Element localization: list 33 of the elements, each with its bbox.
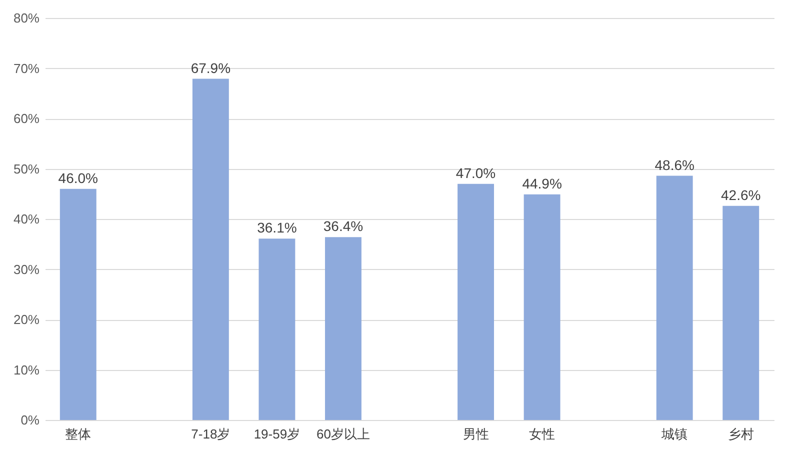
- data-label: 47.0%: [456, 164, 496, 181]
- y-tick-label: 60%: [13, 111, 40, 126]
- x-tick-label: 7-18岁: [191, 426, 230, 442]
- y-tick-label: 0%: [20, 412, 40, 428]
- bar: [722, 206, 760, 420]
- bar: [258, 238, 296, 420]
- x-tick-label: 城镇: [660, 426, 688, 442]
- bar: [60, 188, 96, 420]
- x-tick-label: 乡村: [728, 426, 754, 442]
- data-label: 48.6%: [654, 156, 694, 173]
- y-tick-label: 80%: [13, 10, 40, 26]
- bar: [656, 176, 693, 420]
- y-tick-label: 30%: [13, 262, 40, 277]
- y-tick-label: 70%: [13, 60, 40, 76]
- x-tick-label: 男性: [462, 426, 489, 442]
- bar: [192, 78, 229, 420]
- x-tick-label: 19-59岁: [254, 426, 300, 442]
- y-tick-label: 40%: [13, 212, 40, 226]
- y-tick-label: 20%: [13, 312, 40, 327]
- data-label: 44.9%: [522, 175, 562, 192]
- data-label: 46.0%: [58, 170, 98, 186]
- data-label: 36.1%: [257, 220, 297, 236]
- y-tick-label: 50%: [13, 161, 40, 176]
- x-tick-label: 整体: [65, 426, 92, 442]
- bar: [458, 184, 494, 420]
- x-tick-label: 女性: [529, 426, 556, 442]
- data-label: 67.9%: [190, 60, 231, 76]
- bar: [325, 237, 362, 420]
- x-tick-label: 60岁以上: [316, 426, 370, 442]
- bar: [524, 194, 560, 420]
- data-label: 42.6%: [721, 186, 761, 203]
- y-tick-label: 10%: [13, 362, 40, 378]
- data-label: 36.4%: [323, 218, 364, 234]
